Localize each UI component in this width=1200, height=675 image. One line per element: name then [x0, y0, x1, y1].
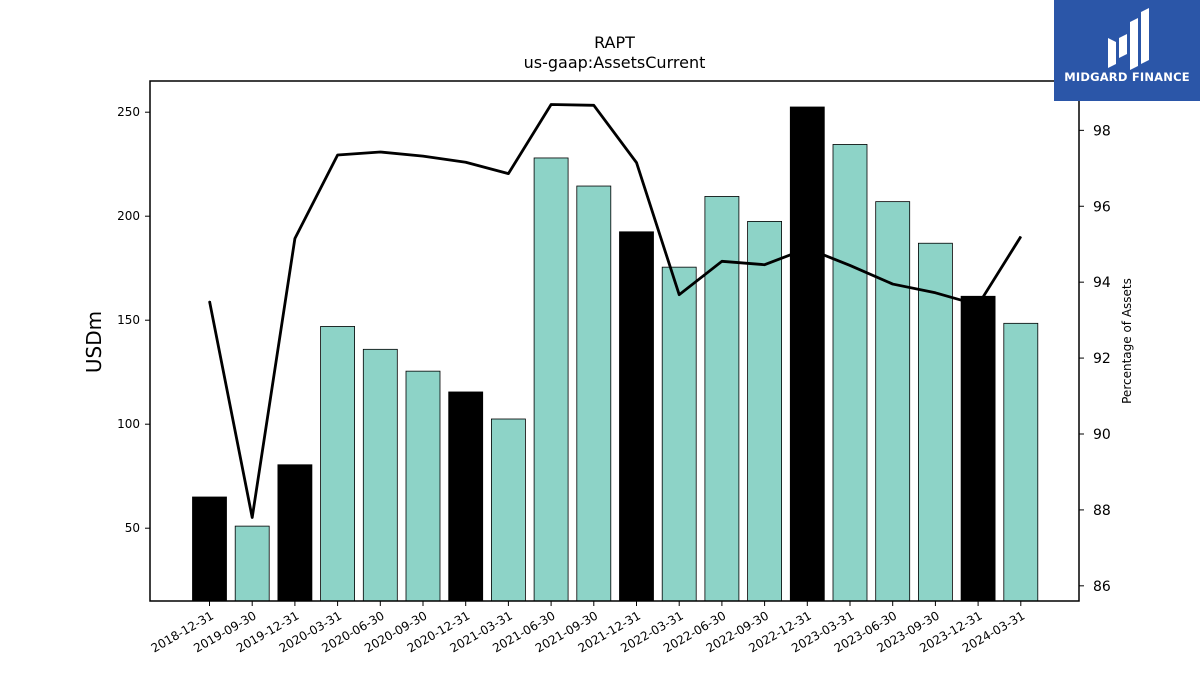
bar-2024-03-31	[1003, 322, 1039, 602]
bar-2021-06-30	[533, 157, 569, 602]
line-point-2023-03-31	[849, 264, 851, 266]
y2-tick-label-88: 88	[1093, 503, 1111, 519]
bar-2021-03-31	[490, 418, 526, 602]
plot-frame	[149, 80, 1080, 602]
y-tick-label-150: 150	[117, 313, 140, 327]
chart-subtitle: us-gaap:AssetsCurrent	[524, 53, 706, 72]
line-point-2019-09-30	[251, 516, 253, 518]
line-point-2022-09-30	[764, 264, 766, 266]
y2-tick-label-98: 98	[1093, 123, 1111, 139]
y2-tick-label-86: 86	[1093, 579, 1111, 595]
y2-tick-label-90: 90	[1093, 427, 1111, 443]
bar-2019-12-31	[277, 464, 313, 602]
y-axis-label-right: Percentage of Assets	[1120, 278, 1134, 404]
bar-2018-12-31	[192, 496, 227, 602]
line-point-2020-03-31	[337, 154, 339, 156]
y-tick-label-200: 200	[117, 209, 140, 223]
line-point-2020-06-30	[379, 151, 381, 153]
line-point-2020-12-31	[465, 161, 467, 163]
bar-2021-12-31	[619, 231, 654, 602]
logo-mark-icon	[1108, 8, 1149, 70]
line-point-2021-12-31	[636, 162, 637, 164]
bar-2023-12-31	[960, 295, 996, 602]
bar-2022-06-30	[704, 196, 740, 602]
line-point-2021-06-30	[550, 104, 552, 106]
bar-2020-06-30	[362, 348, 398, 602]
line-point-2021-09-30	[593, 104, 595, 106]
bars	[192, 106, 1039, 602]
y2-tick-label-92: 92	[1093, 351, 1111, 367]
brand-logo: MIDGARD FINANCE	[1054, 0, 1200, 101]
bar-2019-09-30	[234, 525, 270, 602]
logo-text: MIDGARD FINANCE	[1064, 70, 1190, 84]
line-point-2020-09-30	[422, 155, 424, 157]
line-point-2023-06-30	[892, 283, 894, 285]
bar-2023-06-30	[875, 201, 911, 602]
line-point-2024-03-31	[1020, 236, 1022, 238]
line-point-2022-03-31	[678, 294, 680, 296]
y2-tick-label-94: 94	[1093, 275, 1111, 291]
bar-2023-09-30	[918, 242, 953, 602]
y-tick-label-250: 250	[117, 105, 140, 119]
bar-2020-12-31	[448, 391, 484, 602]
line-point-2019-12-31	[294, 238, 296, 240]
line-point-2023-12-31	[977, 304, 979, 306]
line-layer	[208, 103, 1022, 519]
line-point-2022-06-30	[721, 260, 723, 262]
bar-2020-09-30	[405, 370, 441, 602]
bar-2021-09-30	[576, 185, 612, 602]
bar-2022-09-30	[747, 220, 782, 602]
line-point-2022-12-31	[806, 247, 808, 249]
line-point-2023-09-30	[934, 292, 936, 294]
chart-title: RAPT	[594, 33, 635, 52]
percentage-line	[208, 103, 1022, 519]
y-tick-label-100: 100	[117, 417, 140, 431]
bar-2022-12-31	[789, 106, 825, 602]
line-point-2021-03-31	[507, 173, 509, 175]
bar-2020-03-31	[320, 326, 356, 602]
y2-tick-label-96: 96	[1093, 199, 1111, 215]
line-point-2018-12-31	[209, 300, 210, 302]
bar-2022-03-31	[661, 266, 697, 602]
bar-2023-03-31	[832, 144, 868, 602]
y-tick-label-50: 50	[125, 521, 140, 535]
y-axis-label-left: USDm	[82, 311, 106, 373]
